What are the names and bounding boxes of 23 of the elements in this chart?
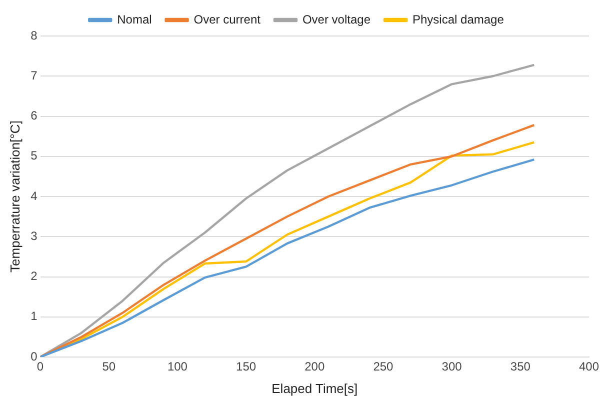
y-tick-label: 3 bbox=[30, 228, 38, 243]
x-tick-label: 400 bbox=[578, 360, 600, 374]
x-tick-label: 100 bbox=[167, 360, 188, 374]
y-tick-label: 5 bbox=[30, 148, 38, 163]
x-tick-label: 50 bbox=[102, 360, 116, 374]
y-tick-label: 0 bbox=[30, 349, 38, 364]
y-tick-label: 7 bbox=[30, 68, 38, 82]
x-tick-label: 200 bbox=[304, 360, 325, 374]
x-tick-label: 350 bbox=[510, 360, 531, 374]
x-tick-label: 250 bbox=[373, 360, 394, 374]
y-tick-label: 1 bbox=[30, 309, 38, 324]
y-tick-label: 2 bbox=[30, 269, 38, 284]
y-tick-label: 8 bbox=[30, 28, 38, 42]
y-tick-label: 6 bbox=[30, 108, 38, 123]
legend-label: Physical damage bbox=[412, 12, 504, 26]
legend-label: Over voltage bbox=[302, 12, 371, 26]
legend-label: Nomal bbox=[117, 12, 152, 26]
y-tick-label: 4 bbox=[30, 188, 38, 203]
x-tick-label: 150 bbox=[236, 360, 256, 374]
x-axis-title: Elaped Time[s] bbox=[272, 380, 358, 396]
x-tick-label: 300 bbox=[442, 360, 462, 374]
legend-label: Over current bbox=[194, 12, 262, 26]
y-axis-title: Temperrature variation[°C] bbox=[7, 120, 22, 272]
